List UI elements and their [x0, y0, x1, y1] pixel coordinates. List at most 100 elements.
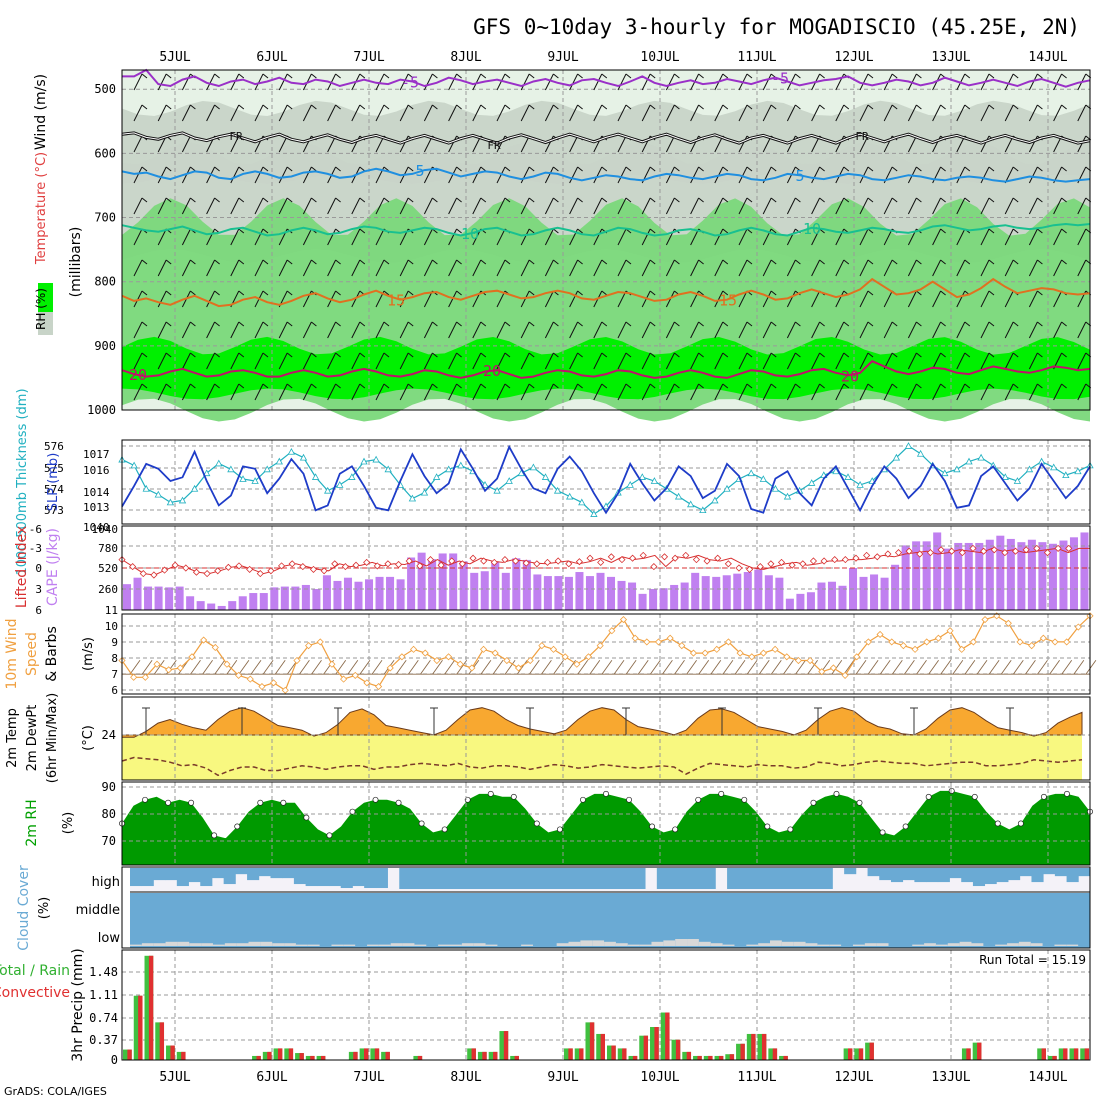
cloud-low-gap: [663, 940, 676, 946]
wind-barb: [262, 104, 269, 110]
wind10m-unit-label: (m/s): [81, 637, 96, 671]
li-tick: 0: [35, 562, 42, 575]
wind10m-marker: [619, 616, 628, 624]
wind-barb: [432, 321, 438, 327]
precip-convective-bar: [277, 1048, 283, 1060]
cloud-high-bar: [797, 868, 810, 890]
rh2m-axis-label: 2m RH: [24, 799, 40, 846]
rh2m-marker: [787, 826, 794, 833]
isotherm-label: FR: [487, 139, 501, 152]
cloud-high-bar: [633, 868, 646, 890]
precip-convective-bar: [654, 1027, 659, 1060]
panel-frame: [121, 69, 1091, 411]
cloud-low-gap: [1030, 943, 1043, 946]
wind-barb: [1061, 104, 1067, 110]
thickness-marker: [953, 465, 961, 473]
thickness-marker: [747, 469, 755, 477]
wind-barb: [286, 73, 293, 79]
cloud-low-gap: [615, 943, 628, 946]
wind-barb: [714, 104, 724, 122]
cape-tick: 1040: [92, 523, 119, 536]
wind10m-tick: 10: [105, 620, 118, 633]
cloud-low-gap: [864, 943, 877, 946]
cloud-high-bar: [188, 868, 201, 883]
wind-barb: [907, 290, 917, 308]
wind-barb: [714, 259, 724, 277]
cape-bar: [533, 574, 542, 610]
wind-barb: [835, 259, 845, 277]
wind-barb: [214, 166, 220, 172]
li-marker: [543, 558, 552, 566]
wind-barb: [254, 383, 264, 401]
panel-temp-dew: 24 2m Temp 2m DewPt (6hr Min/Max) (°C): [5, 693, 1091, 783]
wind-barb: [819, 104, 825, 110]
wind-barb: [1077, 321, 1087, 339]
panel-wind10m: 10 9 8 7 6 10m Wind Speed & Barbs (m/s): [4, 612, 1097, 697]
li-marker: [937, 546, 945, 554]
wind-barb: [1012, 352, 1019, 358]
wind-barb: [770, 166, 777, 172]
wind-barb: [544, 197, 554, 215]
wind-barb: [770, 383, 777, 389]
wind-barb: [859, 166, 869, 184]
wind-barb: [496, 228, 506, 246]
wind-barb: [674, 73, 680, 79]
rh2m-marker: [556, 826, 563, 833]
wind-barb: [786, 135, 796, 153]
wind-barb: [1037, 352, 1043, 358]
wind-barb: [375, 321, 385, 339]
wind-barb: [746, 321, 753, 327]
wind-barb: [786, 383, 796, 401]
wind-barb: [964, 166, 971, 172]
wind10m-marker: [748, 653, 756, 661]
rh2m-marker: [649, 823, 656, 830]
wind-barb: [1061, 197, 1067, 203]
wind-barb: [722, 352, 729, 358]
cape-bar: [964, 542, 973, 610]
wind-barb: [641, 383, 651, 401]
cloud-high-bar: [247, 868, 260, 881]
date-label-top: 12JUL: [834, 50, 873, 65]
wind10m-marker: [724, 638, 733, 646]
wind-barb: [423, 104, 433, 122]
wind-barb: [311, 352, 317, 358]
li-marker: [884, 550, 892, 558]
wind-barb: [383, 104, 390, 110]
wind-barb: [238, 166, 245, 172]
cloud-high-bar: [844, 868, 857, 875]
wind-barb: [1037, 259, 1043, 265]
wind10m-marker: [678, 642, 686, 650]
wind10m-marker: [794, 656, 802, 665]
wind-barb: [141, 166, 148, 172]
wind-barb: [448, 321, 458, 339]
precip-tick: 1.11: [89, 988, 118, 1002]
wind-barb: [665, 104, 675, 122]
wind-barb: [407, 352, 414, 358]
wind10m-barb: [843, 659, 855, 675]
panel-cloud: high middle low Cloud Cover (%): [16, 865, 1091, 951]
rh2m-marker: [372, 796, 379, 803]
temp-unit-label: (°C): [81, 725, 96, 751]
wind10m-marker: [200, 636, 208, 644]
wind10m-marker: [1039, 634, 1047, 642]
wind-barb: [1004, 73, 1014, 91]
wind-barb: [254, 259, 264, 277]
wind-barb: [1028, 166, 1038, 184]
wind-barb: [286, 383, 293, 389]
wind-barb: [399, 321, 409, 339]
wind-barb: [593, 259, 603, 277]
wind-barb: [133, 259, 143, 277]
cloud-high-bar: [1008, 868, 1021, 881]
precip-total-bar: [639, 1035, 649, 1060]
precip-convective-bar: [718, 1055, 724, 1060]
wind-barb: [1037, 290, 1043, 296]
wind-barb: [593, 166, 603, 184]
wind-barb: [932, 166, 942, 184]
wind-barb: [1061, 166, 1067, 172]
wind-barb: [625, 197, 632, 203]
wind10m-barb: [444, 659, 455, 675]
cape-bar: [933, 532, 942, 610]
li-marker: [980, 547, 988, 555]
li-marker: [341, 563, 349, 571]
